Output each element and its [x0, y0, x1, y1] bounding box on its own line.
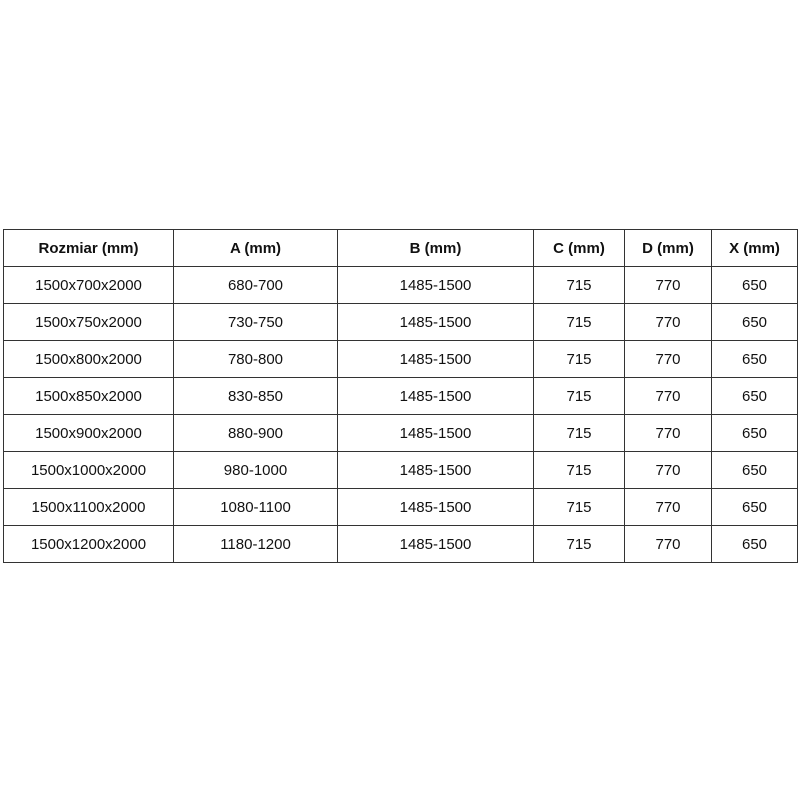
table-row: 1500x1200x2000 1180-1200 1485-1500 715 770 65… — [3, 525, 798, 563]
table-cell: 650 — [711, 303, 798, 341]
dimensions-table: Rozmiar (mm) A (mm) B (mm) C (mm) D (mm) X (m… — [3, 229, 798, 563]
table-row: 1500x900x2000 880-900 1485-1500 715 770 650 — [3, 414, 798, 452]
table-row: 1500x700x2000 680-700 1485-1500 715 770 650 — [3, 266, 798, 304]
table-cell: 650 — [711, 488, 798, 526]
table-cell: 650 — [711, 451, 798, 489]
table-row: 1500x800x2000 780-800 1485-1500 715 770 650 — [3, 340, 798, 378]
table-cell: 1485-1500 — [337, 488, 534, 526]
table-cell: 730-750 — [173, 303, 338, 341]
table-cell: 770 — [624, 451, 712, 489]
table-cell: 1500x750x2000 — [3, 303, 174, 341]
column-header: A (mm) — [173, 229, 338, 267]
table-cell: 650 — [711, 525, 798, 563]
table-cell: 715 — [533, 340, 625, 378]
column-header: Rozmiar (mm) — [3, 229, 174, 267]
table-cell: 770 — [624, 414, 712, 452]
table-cell: 1500x700x2000 — [3, 266, 174, 304]
table-cell: 1500x1200x2000 — [3, 525, 174, 563]
table-cell: 715 — [533, 377, 625, 415]
table-cell: 715 — [533, 266, 625, 304]
table-cell: 1080-1100 — [173, 488, 338, 526]
table-cell: 650 — [711, 340, 798, 378]
table-cell: 650 — [711, 414, 798, 452]
table-cell: 715 — [533, 414, 625, 452]
table-cell: 715 — [533, 451, 625, 489]
table-cell: 1500x1100x2000 — [3, 488, 174, 526]
table-cell: 770 — [624, 303, 712, 341]
column-header: C (mm) — [533, 229, 625, 267]
table-cell: 650 — [711, 377, 798, 415]
table-cell: 770 — [624, 525, 712, 563]
column-header: X (mm) — [711, 229, 798, 267]
table-cell: 1500x1000x2000 — [3, 451, 174, 489]
table-cell: 770 — [624, 340, 712, 378]
table-cell: 770 — [624, 377, 712, 415]
column-header: D (mm) — [624, 229, 712, 267]
table-cell: 780-800 — [173, 340, 338, 378]
table-cell: 715 — [533, 525, 625, 563]
table-cell: 1500x900x2000 — [3, 414, 174, 452]
table-row: 1500x750x2000 730-750 1485-1500 715 770 650 — [3, 303, 798, 341]
table-cell: 770 — [624, 488, 712, 526]
table-cell: 715 — [533, 303, 625, 341]
table-cell: 770 — [624, 266, 712, 304]
table-cell: 650 — [711, 266, 798, 304]
table-cell: 1485-1500 — [337, 414, 534, 452]
table-row: 1500x1000x2000 980-1000 1485-1500 715 770 650 — [3, 451, 798, 489]
table-cell: 1500x850x2000 — [3, 377, 174, 415]
table-cell: 1485-1500 — [337, 303, 534, 341]
table-row: 1500x1100x2000 1080-1100 1485-1500 715 770 65… — [3, 488, 798, 526]
table-cell: 1500x800x2000 — [3, 340, 174, 378]
table-cell: 880-900 — [173, 414, 338, 452]
table-cell: 1485-1500 — [337, 266, 534, 304]
column-header: B (mm) — [337, 229, 534, 267]
table-cell: 1180-1200 — [173, 525, 338, 563]
table-row: 1500x850x2000 830-850 1485-1500 715 770 650 — [3, 377, 798, 415]
header-row: Rozmiar (mm) A (mm) B (mm) C (mm) D (mm) X (m… — [3, 229, 798, 267]
table-cell: 1485-1500 — [337, 525, 534, 563]
table-cell: 980-1000 — [173, 451, 338, 489]
table-cell: 715 — [533, 488, 625, 526]
table-cell: 1485-1500 — [337, 377, 534, 415]
table-cell: 680-700 — [173, 266, 338, 304]
table-cell: 830-850 — [173, 377, 338, 415]
table-cell: 1485-1500 — [337, 340, 534, 378]
table-cell: 1485-1500 — [337, 451, 534, 489]
